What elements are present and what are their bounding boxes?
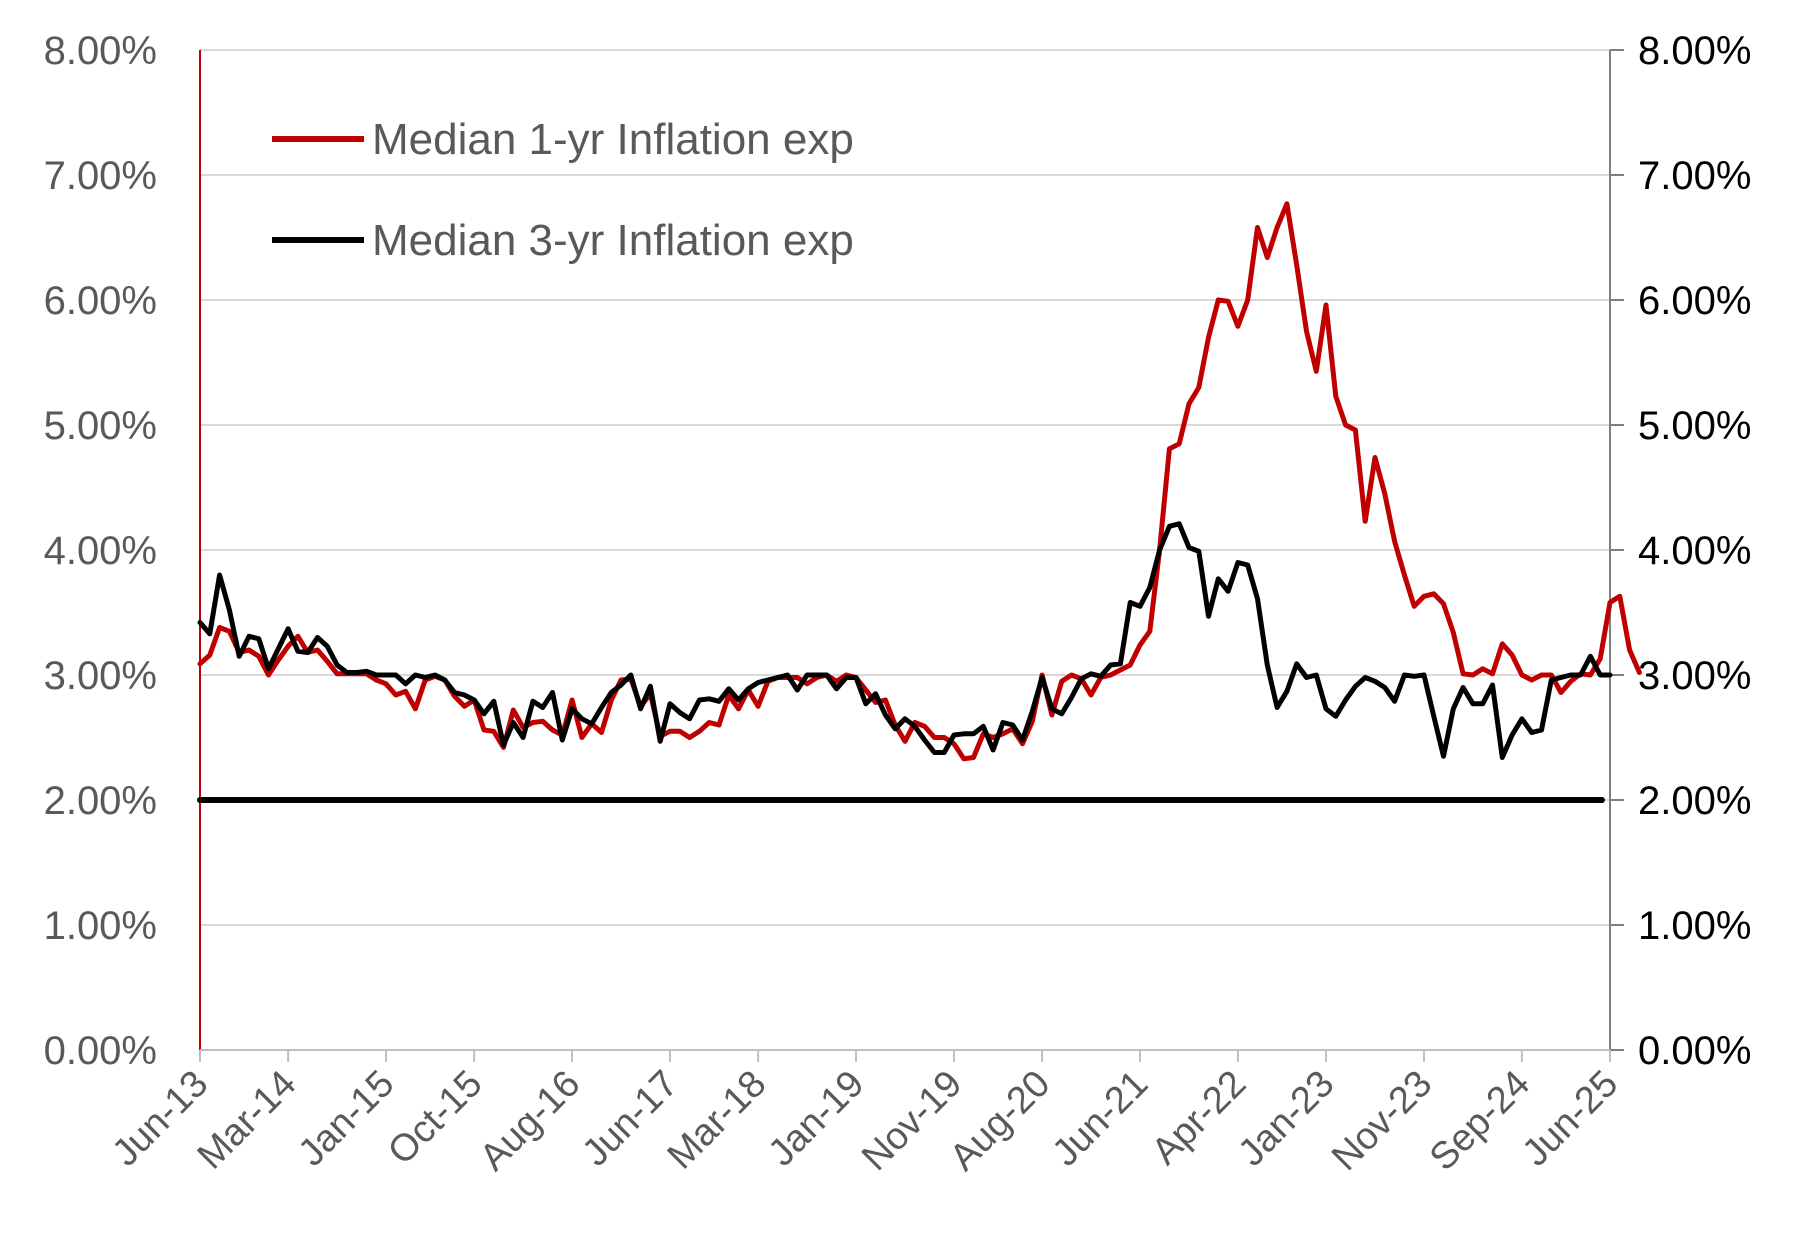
x-tick-label: Oct-15 bbox=[380, 1063, 490, 1173]
x-tick-label: Mar-18 bbox=[660, 1063, 775, 1178]
legend-label-2: Median 3-yr Inflation exp bbox=[372, 216, 854, 265]
left-y-tick-label: 6.00% bbox=[44, 279, 157, 323]
left-y-tick-label: 1.00% bbox=[44, 904, 157, 948]
right-y-tick-label: 8.00% bbox=[1638, 29, 1751, 73]
left-y-tick-label: 5.00% bbox=[44, 404, 157, 448]
right-y-tick-label: 3.00% bbox=[1638, 654, 1751, 698]
right-y-tick-label: 4.00% bbox=[1638, 529, 1751, 573]
x-tick-labels: Jun-13Mar-14Jan-15Oct-15Aug-16Jun-17Mar-… bbox=[104, 1050, 1626, 1179]
x-tick-label: Jan-15 bbox=[291, 1063, 403, 1175]
x-tick-label: Jun-21 bbox=[1044, 1063, 1156, 1175]
x-tick-label: Aug-16 bbox=[472, 1063, 588, 1179]
x-tick-label: Sep-24 bbox=[1422, 1063, 1538, 1179]
left-y-tick-label: 7.00% bbox=[44, 154, 157, 198]
right-y-tick-label: 2.00% bbox=[1638, 779, 1751, 823]
right-y-tick-label: 6.00% bbox=[1638, 279, 1751, 323]
gridlines bbox=[200, 49, 1610, 926]
x-tick-label: Jan-23 bbox=[1231, 1063, 1343, 1175]
right-y-tick-label: 5.00% bbox=[1638, 404, 1751, 448]
left-y-tick-label: 0.00% bbox=[44, 1029, 157, 1073]
x-tick-label: Apr-22 bbox=[1144, 1063, 1254, 1173]
right-y-tick-label: 7.00% bbox=[1638, 154, 1751, 198]
right-y-tick-labels: 0.00% 1.00% 2.00% 3.00% 4.00% 5.00% 6.00% 7.00%… bbox=[1610, 29, 1751, 1073]
left-y-tick-label: 3.00% bbox=[44, 654, 157, 698]
legend: Median 1-yr Inflation exp Median 3-yr Inf… bbox=[272, 115, 854, 265]
left-y-tick-label: 4.00% bbox=[44, 529, 157, 573]
left-y-tick-label: 8.00% bbox=[44, 29, 157, 73]
x-tick-label: Nov-19 bbox=[854, 1063, 970, 1179]
x-tick-label: Mar-14 bbox=[190, 1063, 305, 1178]
x-tick-label: Nov-23 bbox=[1324, 1063, 1440, 1179]
series-3yr-line bbox=[197, 521, 1613, 760]
left-y-tick-label: 2.00% bbox=[44, 779, 157, 823]
left-y-tick-labels: 0.00% 1.00% 2.00% 3.00% 4.00% 5.00% 6.00% 7.00%… bbox=[44, 29, 157, 1073]
right-y-tick-label: 1.00% bbox=[1638, 904, 1751, 948]
x-tick-label: Jan-19 bbox=[761, 1063, 873, 1175]
x-tick-label: Aug-20 bbox=[942, 1063, 1058, 1179]
legend-label-1: Median 1-yr Inflation exp bbox=[372, 115, 854, 164]
x-tick-label: Jun-25 bbox=[1514, 1063, 1626, 1175]
right-y-tick-label: 0.00% bbox=[1638, 1029, 1751, 1073]
series-lines bbox=[197, 201, 1642, 803]
